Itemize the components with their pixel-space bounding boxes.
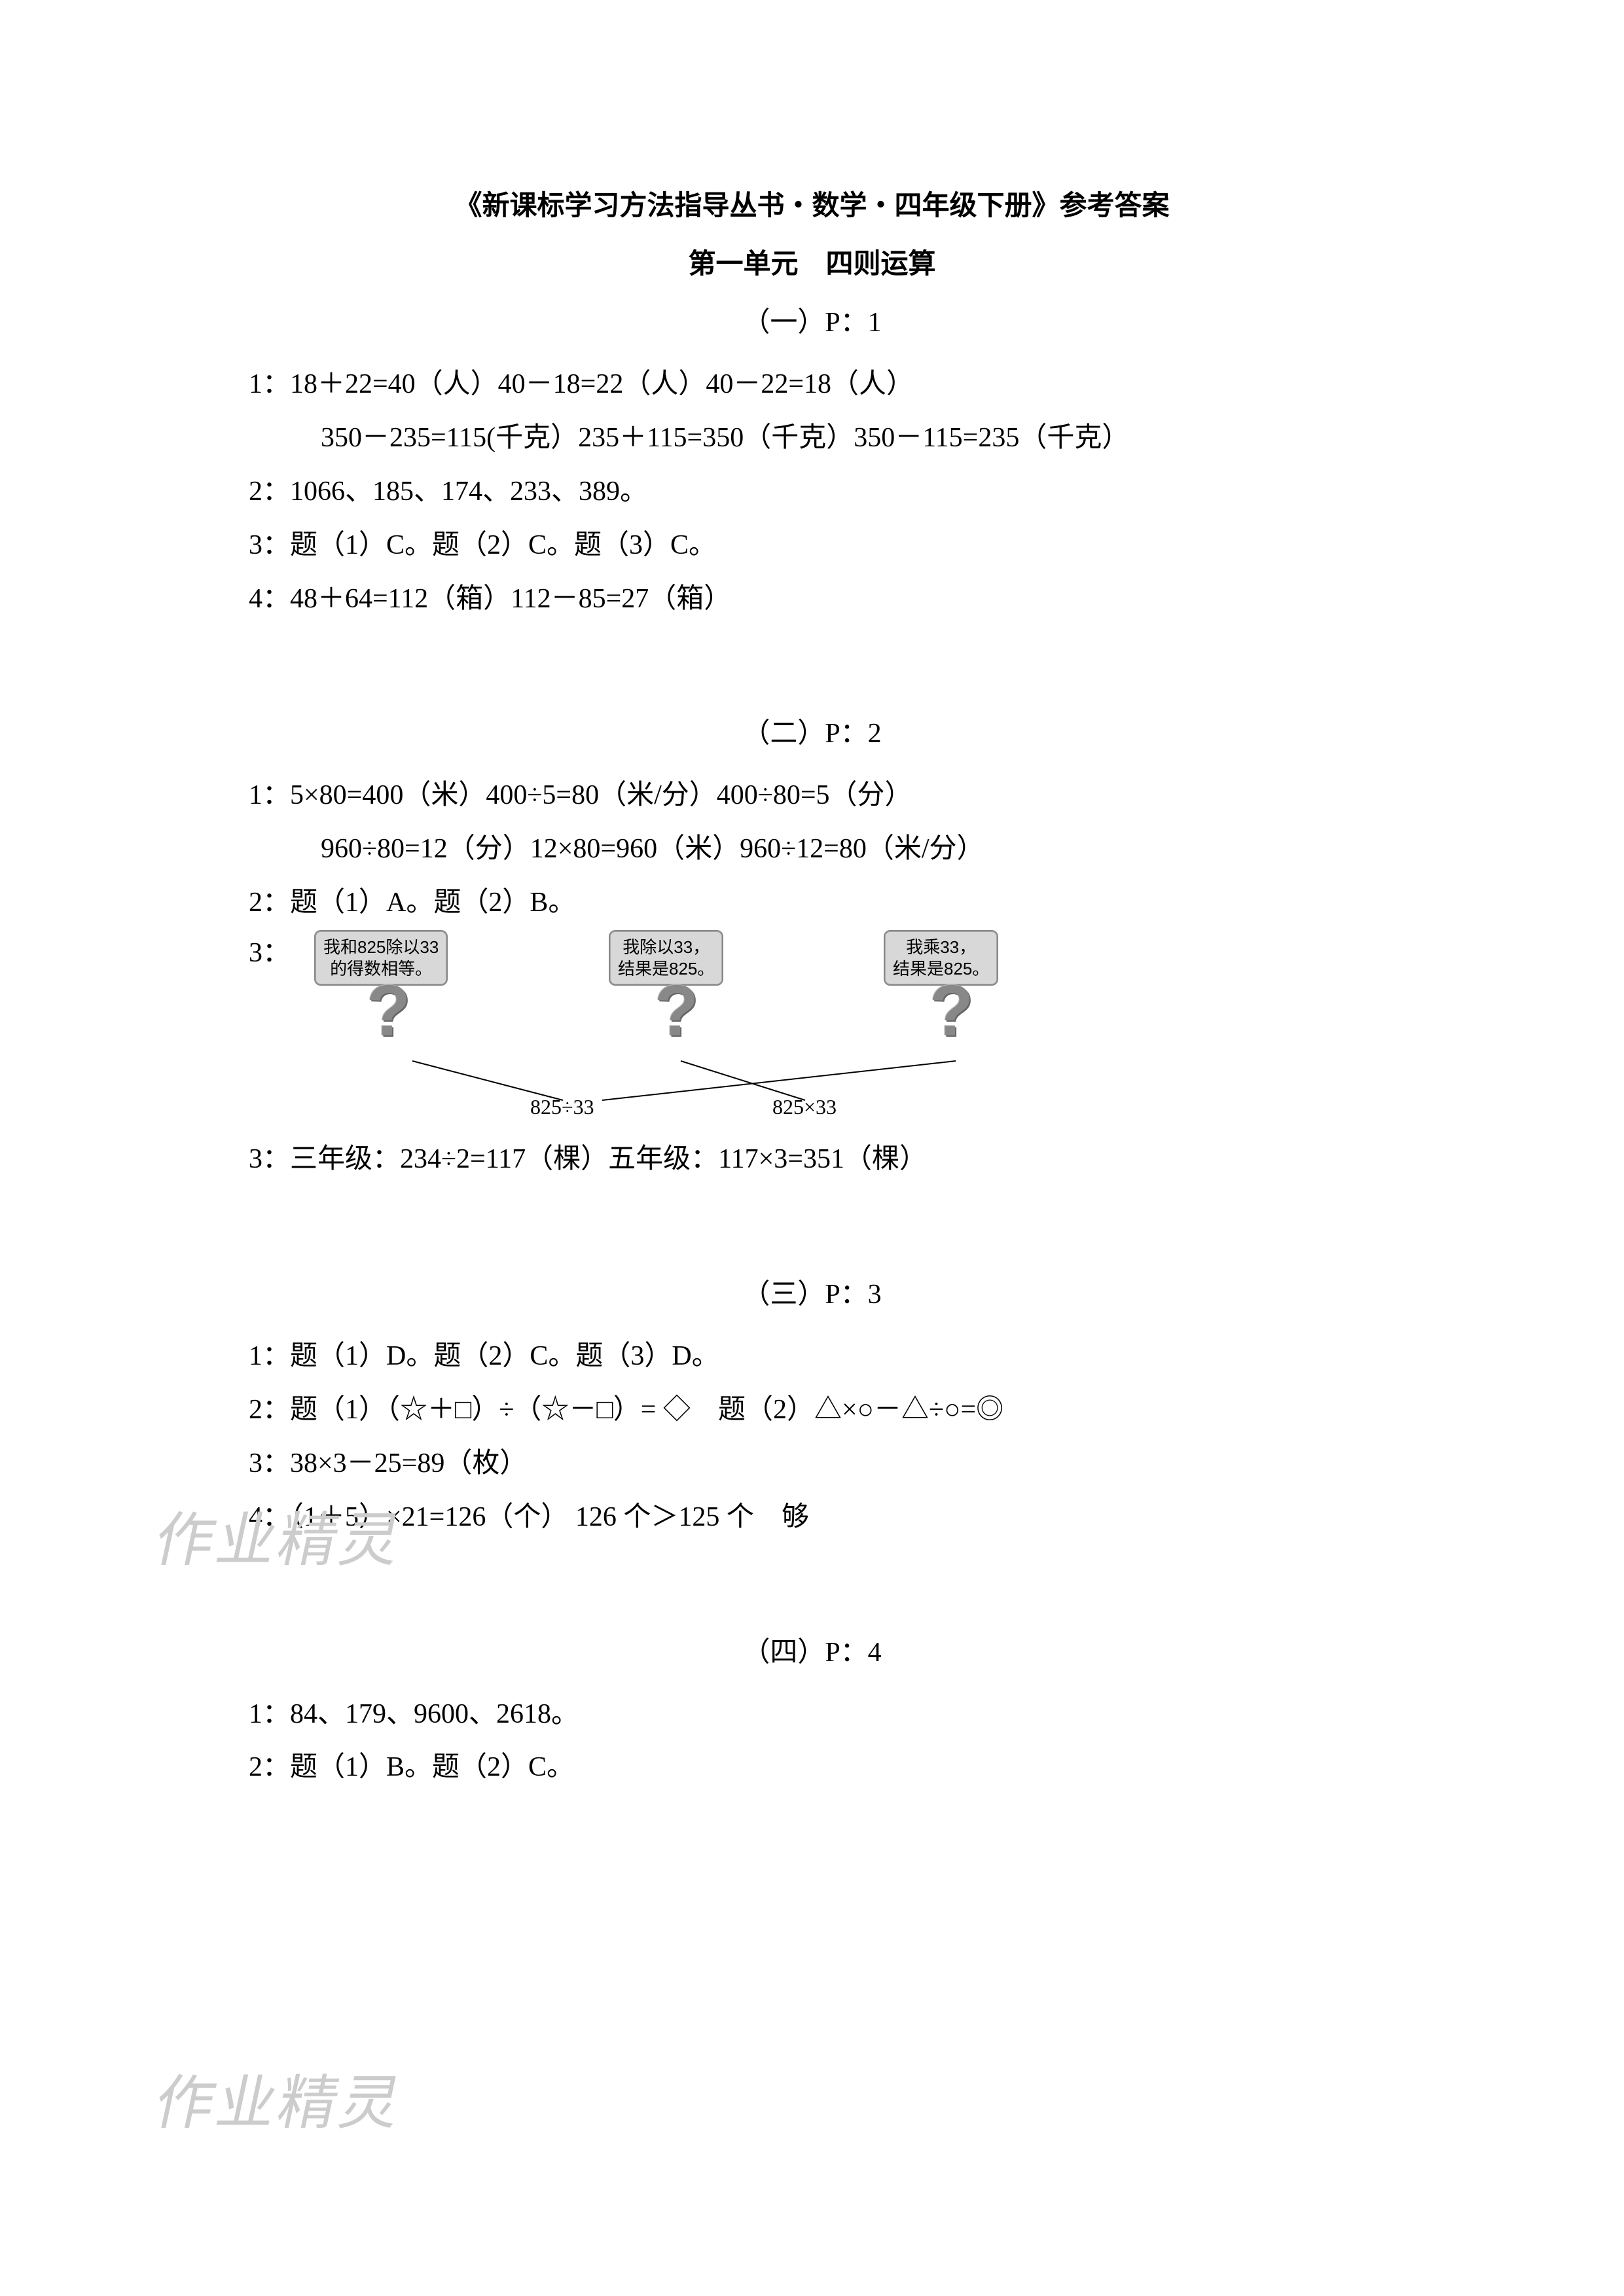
s1-q2: 2：1066、185、174、233、389。 <box>249 465 1375 519</box>
main-title: 《新课标学习方法指导丛书・数学・四年级下册》参考答案 <box>249 183 1375 223</box>
diagram-line-1 <box>412 1061 563 1100</box>
diagram-line-3 <box>602 1061 956 1100</box>
diagram-expr-2: 825×33 <box>772 1095 837 1119</box>
matching-diagram: 我和825除以33 的得数相等。 我除以33， 结果是825。 我乘33， 结果… <box>301 930 1126 1120</box>
question-mark-icon-3: ? <box>929 969 973 1052</box>
s4-q1: 1：84、179、9600、2618。 <box>249 1688 1375 1742</box>
s2-q3b: 3：三年级：234÷2=117（棵）五年级：117×3=351（棵） <box>249 1133 1375 1187</box>
s3-q2: 2：题（1）（☆＋□）÷（☆－□）= ◇ 题（2）△×○－△÷○=◎ <box>249 1384 1375 1437</box>
diagram-line-2 <box>681 1061 805 1100</box>
question-mark-icon-2: ? <box>655 969 698 1052</box>
section-2-heading: （二）P：2 <box>249 711 1375 751</box>
s2-q2: 2：题（1）A。题（2）B。 <box>249 876 1375 930</box>
s1-q1b: 350－235=115(千克）235＋115=350（千克）350－115=23… <box>249 412 1375 465</box>
s3-q1: 1：题（1）D。题（2）C。题（3）D。 <box>249 1330 1375 1384</box>
s3-q4: 4：（1＋5）×21=126（个） 126 个＞125 个 够 <box>249 1491 1375 1545</box>
s4-q2: 2：题（1）B。题（2）C。 <box>249 1741 1375 1795</box>
page-content: 《新课标学习方法指导丛书・数学・四年级下册》参考答案 第一单元 四则运算 （一）… <box>0 0 1624 1795</box>
s1-q4: 4：48＋64=112（箱）112－85=27（箱） <box>249 573 1375 626</box>
s1-q1a: 1：18＋22=40（人）40－18=22（人）40－22=18（人） <box>249 358 1375 412</box>
section-1-heading: （一）P：1 <box>249 300 1375 340</box>
s3-q3: 3：38×3－25=89（枚） <box>249 1437 1375 1491</box>
s2-q3-label: 3： <box>249 930 301 970</box>
s2-q1b: 960÷80=12（分）12×80=960（米）960÷12=80（米/分） <box>249 823 1375 876</box>
watermark-2: 作业精灵 <box>148 2055 412 2140</box>
s2-q3-row: 3： 我和825除以33 的得数相等。 我除以33， 结果是825。 我乘33，… <box>249 930 1375 1120</box>
question-mark-icon-1: ? <box>367 969 410 1052</box>
s1-q3: 3：题（1）C。题（2）C。题（3）C。 <box>249 519 1375 573</box>
section-3-heading: （三）P：3 <box>249 1272 1375 1312</box>
section-4-heading: （四）P：4 <box>249 1630 1375 1670</box>
unit-title: 第一单元 四则运算 <box>249 242 1375 281</box>
s2-q1a: 1：5×80=400（米）400÷5=80（米/分）400÷80=5（分） <box>249 769 1375 823</box>
diagram-expr-1: 825÷33 <box>530 1095 594 1119</box>
